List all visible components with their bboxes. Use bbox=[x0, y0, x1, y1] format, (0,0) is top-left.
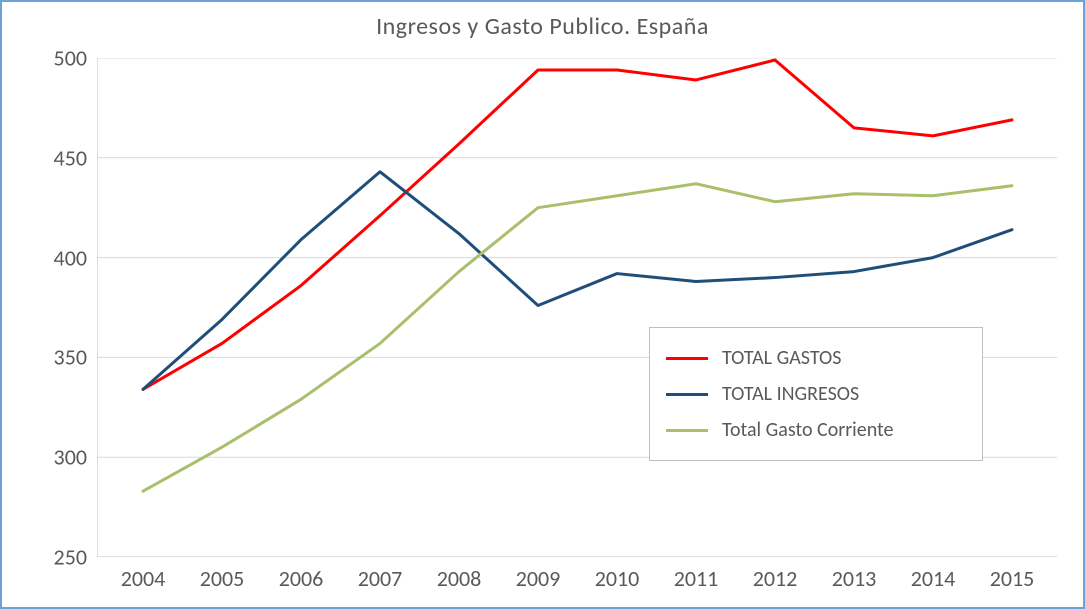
legend-label: Total Gasto Corriente bbox=[722, 418, 893, 442]
x-tick-label: 2006 bbox=[261, 557, 341, 592]
y-tick-label: 350 bbox=[27, 344, 97, 371]
x-tick-label: 2009 bbox=[498, 557, 578, 592]
legend: TOTAL GASTOS TOTAL INGRESOS Total Gasto Co… bbox=[649, 327, 983, 461]
chart-title: Ingresos y Gasto Publico. España bbox=[2, 12, 1083, 41]
x-tick-label: 2007 bbox=[340, 557, 420, 592]
plot-svg bbox=[97, 58, 1057, 557]
legend-item: TOTAL INGRESOS bbox=[666, 376, 966, 412]
x-tick-label: 2004 bbox=[103, 557, 183, 592]
plot-area: 2503003504004505002004200520062007200820… bbox=[97, 58, 1057, 557]
y-tick-label: 250 bbox=[27, 544, 97, 571]
legend-swatch bbox=[666, 357, 708, 360]
legend-swatch bbox=[666, 393, 708, 396]
x-tick-label: 2014 bbox=[893, 557, 973, 592]
x-tick-label: 2011 bbox=[656, 557, 736, 592]
x-tick-label: 2013 bbox=[814, 557, 894, 592]
legend-item: TOTAL GASTOS bbox=[666, 340, 966, 376]
legend-label: TOTAL INGRESOS bbox=[722, 382, 859, 406]
x-tick-label: 2008 bbox=[419, 557, 499, 592]
y-tick-label: 500 bbox=[27, 45, 97, 72]
x-tick-label: 2012 bbox=[735, 557, 815, 592]
chart-frame: Ingresos y Gasto Publico. España 2503003… bbox=[0, 0, 1085, 609]
legend-label: TOTAL GASTOS bbox=[722, 346, 841, 370]
y-tick-label: 300 bbox=[27, 444, 97, 471]
x-tick-label: 2015 bbox=[972, 557, 1052, 592]
legend-item: Total Gasto Corriente bbox=[666, 412, 966, 448]
legend-swatch bbox=[666, 429, 708, 432]
x-tick-label: 2005 bbox=[182, 557, 262, 592]
x-tick-label: 2010 bbox=[577, 557, 657, 592]
y-tick-label: 400 bbox=[27, 244, 97, 271]
y-tick-label: 450 bbox=[27, 144, 97, 171]
